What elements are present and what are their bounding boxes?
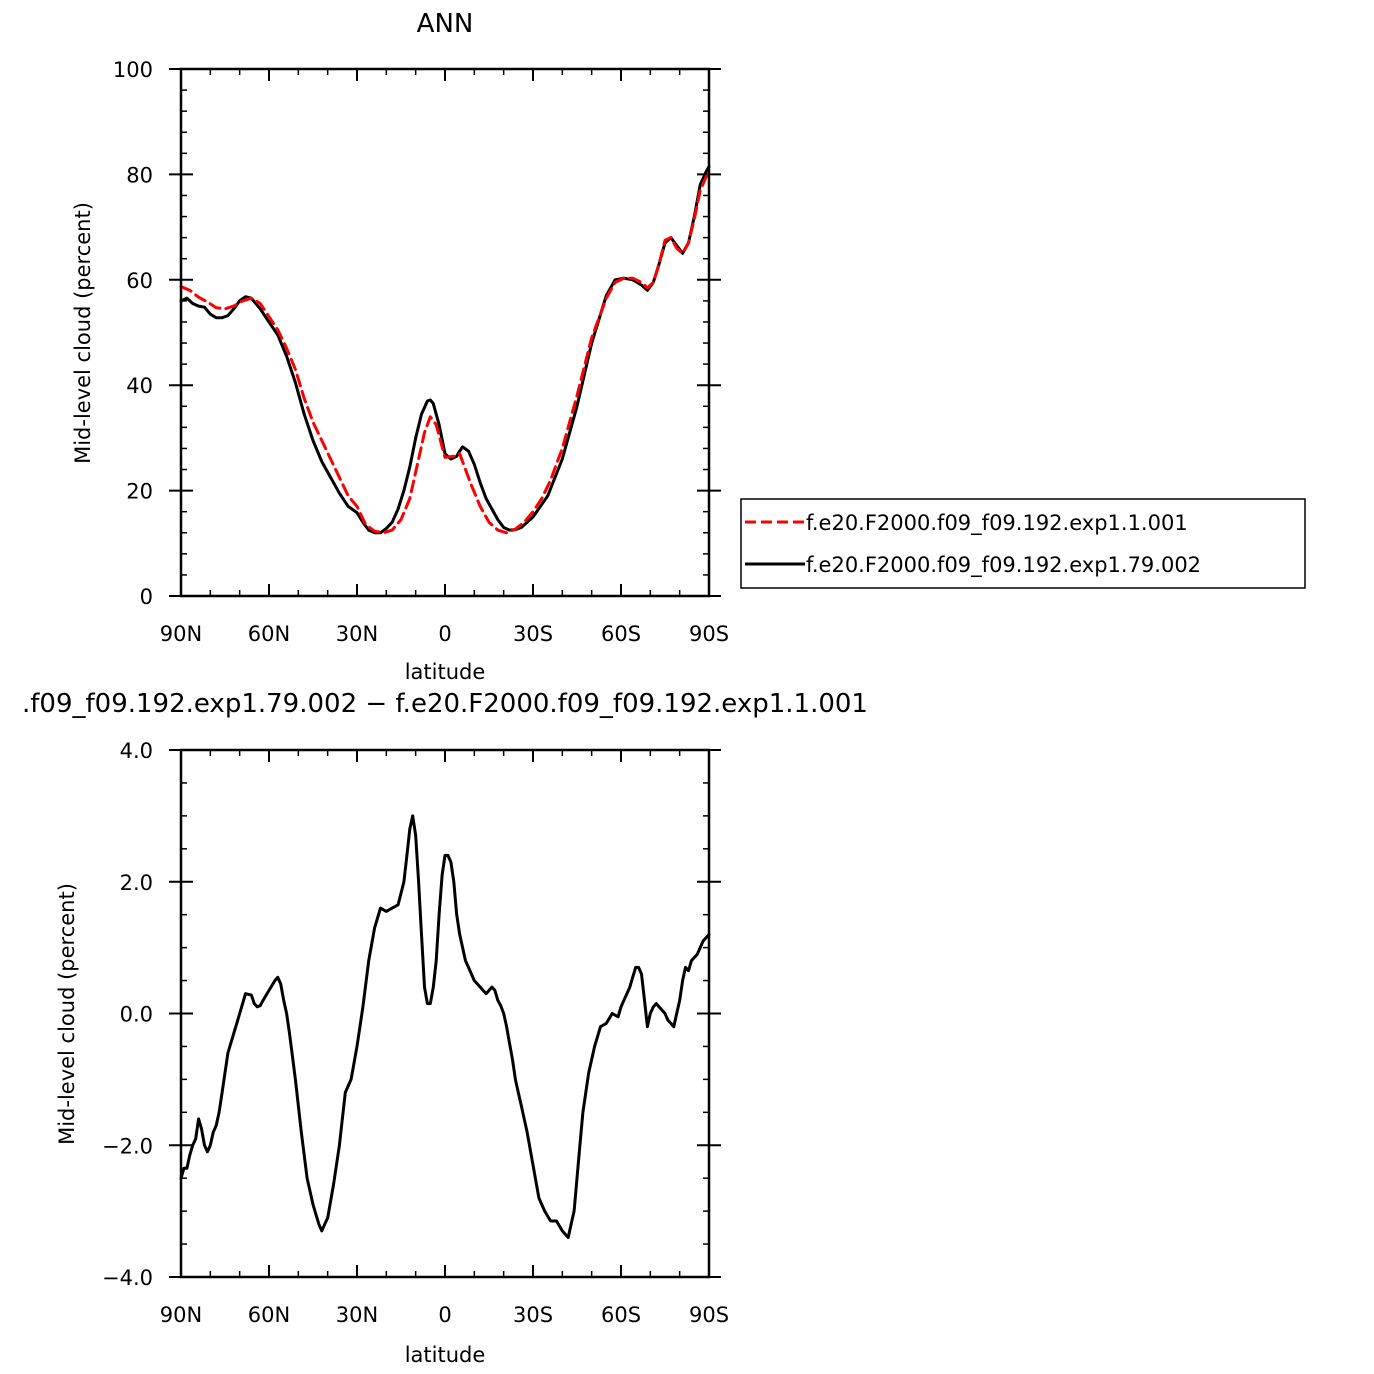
- x-tick-label: 90S: [689, 1303, 729, 1327]
- x-tick-label: 30N: [336, 622, 378, 646]
- series-line-1: [179, 172, 711, 535]
- y-tick-label: 4.0: [120, 739, 153, 763]
- x-tick-label: 60N: [248, 1303, 290, 1327]
- top-chart-panel: ANN Mid-level cloud (percent) latitude 9…: [71, 9, 729, 684]
- y-tick-label: 0.0: [120, 1003, 153, 1027]
- x-tick-label: 0: [438, 1303, 451, 1327]
- y-tick-label: 60: [126, 269, 153, 293]
- axis-tick-labels: 90N 60N 30N 0 30S 60S 90S −4.0 −2.0 0.0 2.0 4.0: [102, 739, 729, 1327]
- x-tick-label: 0: [438, 622, 451, 646]
- plot-frame: [179, 67, 711, 598]
- y-tick-label: 40: [126, 374, 153, 398]
- x-tick-label: 60N: [248, 622, 290, 646]
- legend: f.e20.F2000.f09_f09.192.exp1.1.001 f.e20…: [740, 498, 1306, 589]
- axis-ticks: [169, 68, 721, 597]
- y-axis-label: Mid-level cloud (percent): [71, 202, 95, 464]
- legend-box: [740, 498, 1306, 589]
- x-tick-label: 30S: [513, 1303, 553, 1327]
- legend-label-series-2: f.e20.F2000.f09_f09.192.exp1.79.002: [806, 553, 1201, 578]
- y-tick-label: 20: [126, 480, 153, 504]
- y-tick-label: 100: [113, 58, 153, 82]
- y-tick-label: 0: [140, 585, 153, 609]
- x-axis-label: latitude: [405, 1343, 486, 1367]
- axis-ticks: [169, 749, 721, 1278]
- series-line-1: [179, 814, 711, 1239]
- x-tick-label: 30S: [513, 622, 553, 646]
- series-group: [179, 814, 711, 1239]
- series-group: [179, 165, 711, 535]
- legend-label-series-1: f.e20.F2000.f09_f09.192.exp1.1.001: [806, 511, 1188, 536]
- x-tick-label: 90S: [689, 622, 729, 646]
- chart-title: ANN: [417, 9, 474, 39]
- bottom-chart-panel: .f09_f09.192.exp1.79.002 − f.e20.F2000.f…: [22, 689, 868, 1367]
- y-tick-label: −4.0: [102, 1266, 153, 1290]
- difference-chart-title: .f09_f09.192.exp1.79.002 − f.e20.F2000.f…: [22, 689, 868, 719]
- y-tick-label: 80: [126, 163, 153, 187]
- y-tick-label: 2.0: [120, 871, 153, 895]
- y-tick-label: −2.0: [102, 1134, 153, 1158]
- plot-frame: [179, 748, 711, 1279]
- axis-tick-labels: 90N 60N 30N 0 30S 60S 90S 0 20 40 60 80 100: [113, 58, 729, 646]
- x-tick-label: 60S: [601, 1303, 641, 1327]
- x-tick-label: 90N: [160, 622, 202, 646]
- x-tick-label: 60S: [601, 622, 641, 646]
- series-line-2: [179, 165, 711, 535]
- y-axis-label: Mid-level cloud (percent): [55, 883, 79, 1145]
- x-tick-label: 30N: [336, 1303, 378, 1327]
- x-tick-label: 90N: [160, 1303, 202, 1327]
- x-axis-label: latitude: [405, 660, 486, 684]
